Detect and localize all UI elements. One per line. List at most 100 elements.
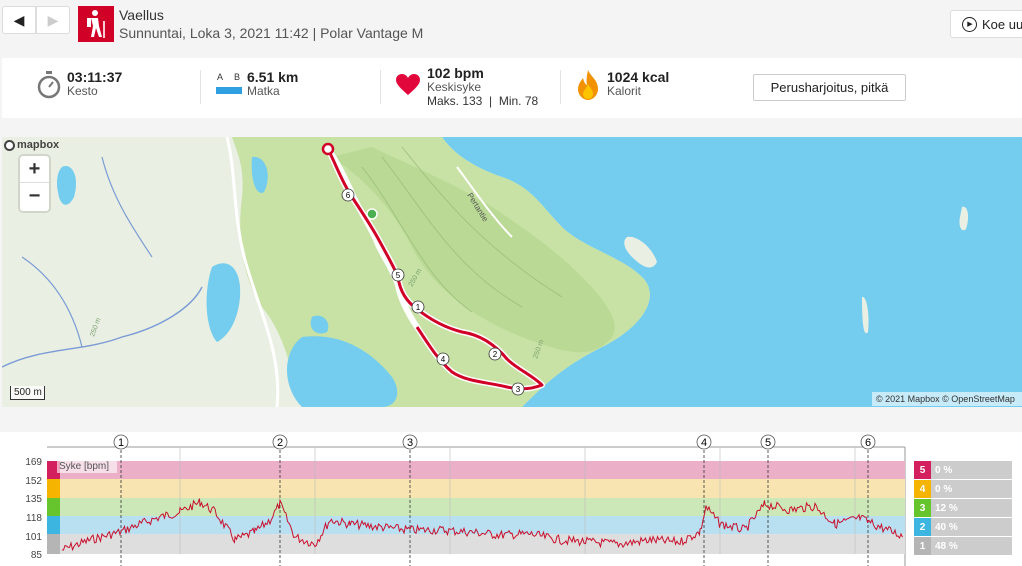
- flame-icon: [578, 70, 598, 100]
- workout-header: ◀ ▶ Vaellus Sunnuntai, Loka 3, 2021 11:4…: [0, 0, 1022, 56]
- zone-legend-row[interactable]: 3 12 %: [914, 499, 1012, 517]
- zone-legend-row[interactable]: 1 48 %: [914, 537, 1012, 555]
- km-marker-label: 6: [865, 437, 871, 449]
- route-map[interactable]: Pertantie 250 m 250 m 250 m 1 2 3 4 5 6: [2, 137, 1022, 407]
- grid-lines: [179, 447, 856, 554]
- y-tick: 85: [31, 550, 43, 561]
- svg-text:5: 5: [396, 271, 401, 280]
- km-marker[interactable]: [696, 434, 712, 450]
- ruler-ab-icon: A B: [216, 72, 242, 100]
- previous-workout-button[interactable]: ◀: [2, 6, 36, 34]
- workout-subtitle: Sunnuntai, Loka 3, 2021 11:42 | Polar Va…: [119, 25, 424, 41]
- divider: [560, 70, 561, 104]
- zone-percent: 48 %: [935, 540, 958, 552]
- y-axis: 169 152 135 118 101 85: [25, 457, 42, 561]
- heart-icon: [396, 74, 420, 95]
- zone-number: 1: [914, 537, 931, 555]
- series-label: Syke [bpm]: [59, 461, 109, 472]
- km-marker[interactable]: [436, 352, 450, 366]
- km-marker-label: 2: [277, 437, 283, 449]
- svg-text:4: 4: [441, 355, 446, 364]
- km-marker[interactable]: [391, 268, 405, 282]
- zone-percent: 12 %: [935, 502, 958, 514]
- mapbox-logo[interactable]: mapbox: [4, 139, 59, 151]
- heart-rate-value: 102 bpm: [427, 65, 484, 81]
- zone-percent: 0 %: [935, 483, 953, 495]
- km-marker[interactable]: [488, 347, 502, 361]
- y-tick: 152: [25, 476, 42, 487]
- next-workout-button[interactable]: ▶: [36, 6, 70, 34]
- heart-rate-line: [61, 498, 903, 552]
- zone-legend-row[interactable]: 5 0 %: [914, 461, 1012, 479]
- heart-rate-label: Keskisyke: [427, 80, 482, 94]
- compare-button[interactable]: ▶ Koe uu: [950, 10, 1022, 38]
- workout-title: Vaellus: [119, 7, 164, 23]
- map-canvas[interactable]: Pertantie 250 m 250 m 250 m 1 2 3 4 5 6: [2, 137, 1022, 407]
- km-markers: 1 2 3 4 5 6: [113, 434, 876, 450]
- calories-label: Kalorit: [607, 84, 642, 98]
- km-marker[interactable]: [411, 300, 425, 314]
- km-marker-label: 4: [701, 437, 707, 449]
- km-marker[interactable]: [272, 434, 288, 450]
- play-icon: ▶: [962, 16, 977, 32]
- calories-stat: 1024 kcal Kalorit: [607, 70, 669, 98]
- zone-legend-row[interactable]: 4 0 %: [914, 480, 1012, 498]
- km-marker[interactable]: [860, 434, 876, 450]
- duration-value: 03:11:37: [67, 69, 123, 85]
- training-benefit-button[interactable]: Perusharjoitus, pitkä: [753, 74, 906, 101]
- heart-rate-max: Maks. 133: [427, 94, 483, 108]
- zone-percent: 40 %: [935, 521, 958, 533]
- duration-label: Kesto: [67, 84, 98, 98]
- zone-percent: 0 %: [935, 464, 953, 476]
- mapbox-icon: [4, 139, 15, 151]
- zone-number: 5: [914, 461, 931, 479]
- svg-text:250 m: 250 m: [89, 317, 102, 338]
- distance-label: Matka: [247, 84, 280, 98]
- y-tick: 118: [26, 513, 42, 524]
- chevron-left-icon: ◀: [13, 11, 25, 28]
- svg-text:1: 1: [416, 303, 421, 312]
- y-tick: 135: [25, 494, 42, 505]
- heart-rate-range: Maks. 133 | Min. 78: [427, 94, 539, 108]
- duration-stat: 03:11:37 Kesto: [67, 70, 122, 98]
- map-scale: 500 m: [10, 386, 45, 400]
- heart-rate-stat: 102 bpm Keskisyke Maks. 133 | Min. 78: [427, 65, 539, 109]
- calories-value: 1024 kcal: [607, 69, 670, 85]
- heart-rate-min: Min. 78: [498, 94, 539, 108]
- compare-button-label: Koe uu: [982, 16, 1022, 32]
- divider: [380, 70, 381, 104]
- distance-stat: 6.51 km Matka: [247, 70, 298, 98]
- km-marker-label: 5: [765, 437, 771, 449]
- map-attribution[interactable]: © 2021 Mapbox © OpenStreetMap: [872, 392, 1022, 406]
- zone-number: 3: [914, 499, 931, 517]
- route-start-marker[interactable]: [366, 208, 378, 220]
- km-marker-lines: [120, 450, 869, 566]
- y-tick: 101: [25, 532, 42, 543]
- distance-value: 6.51 km: [247, 69, 299, 85]
- zone-legend-row[interactable]: 2 40 %: [914, 518, 1012, 536]
- km-marker-label: 3: [407, 437, 413, 449]
- zone-number: 2: [914, 518, 931, 536]
- hiking-icon: [78, 6, 114, 42]
- svg-text:3: 3: [516, 385, 521, 394]
- stopwatch-icon: [37, 71, 61, 99]
- km-marker[interactable]: [402, 434, 418, 450]
- y-tick: 169: [25, 457, 42, 468]
- divider: [200, 70, 201, 104]
- km-marker[interactable]: [760, 434, 776, 450]
- zoom-in-button[interactable]: +: [20, 156, 49, 183]
- route-end-marker[interactable]: [321, 142, 335, 156]
- km-marker[interactable]: [341, 188, 355, 202]
- svg-text:2: 2: [493, 350, 498, 359]
- zoom-out-button[interactable]: −: [28, 185, 41, 207]
- km-marker[interactable]: [511, 382, 525, 396]
- km-marker[interactable]: [113, 434, 129, 450]
- zoom-control: + −: [20, 156, 49, 211]
- summary-stats: 03:11:37 Kesto A B 6.51 km Matka 102 bpm…: [2, 58, 1022, 118]
- svg-text:6: 6: [346, 191, 351, 200]
- zone-number: 4: [914, 480, 931, 498]
- chevron-right-icon: ▶: [47, 11, 59, 28]
- km-marker-label: 1: [118, 437, 124, 449]
